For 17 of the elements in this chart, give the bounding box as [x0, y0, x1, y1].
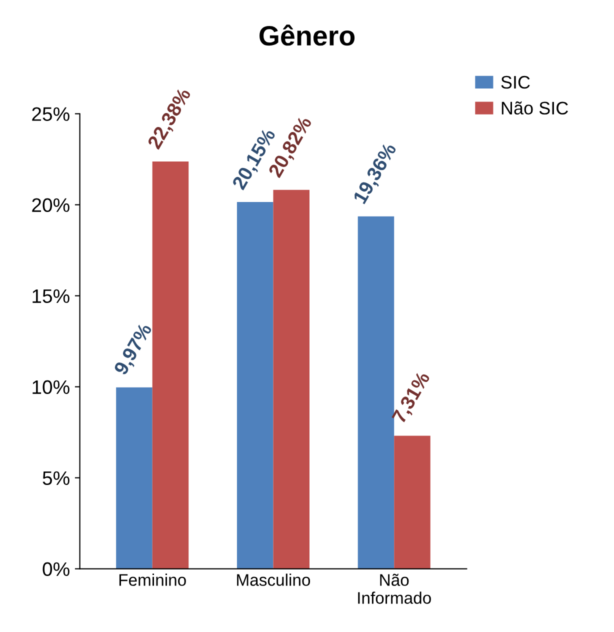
chart-title: Gênero [260, 24, 355, 46]
y-tick-label: 15% [32, 289, 70, 304]
y-tick-label: 25% [32, 107, 70, 121]
bar [394, 436, 430, 569]
bar [236, 202, 274, 569]
bar [152, 161, 189, 569]
x-tick-label: Feminino [119, 574, 186, 586]
y-tick-label: 0% [42, 562, 70, 576]
legend-label: SIC [501, 76, 530, 89]
bar [273, 190, 310, 569]
bar [116, 387, 152, 569]
legend-label: Não SIC [502, 101, 568, 115]
x-tick-label: Não Informado [358, 574, 431, 604]
y-tick-label: 20% [32, 198, 70, 212]
x-tick-label: Masculino [237, 574, 310, 586]
y-tick-label: 10% [32, 380, 70, 394]
y-tick-label: 5% [42, 471, 70, 486]
